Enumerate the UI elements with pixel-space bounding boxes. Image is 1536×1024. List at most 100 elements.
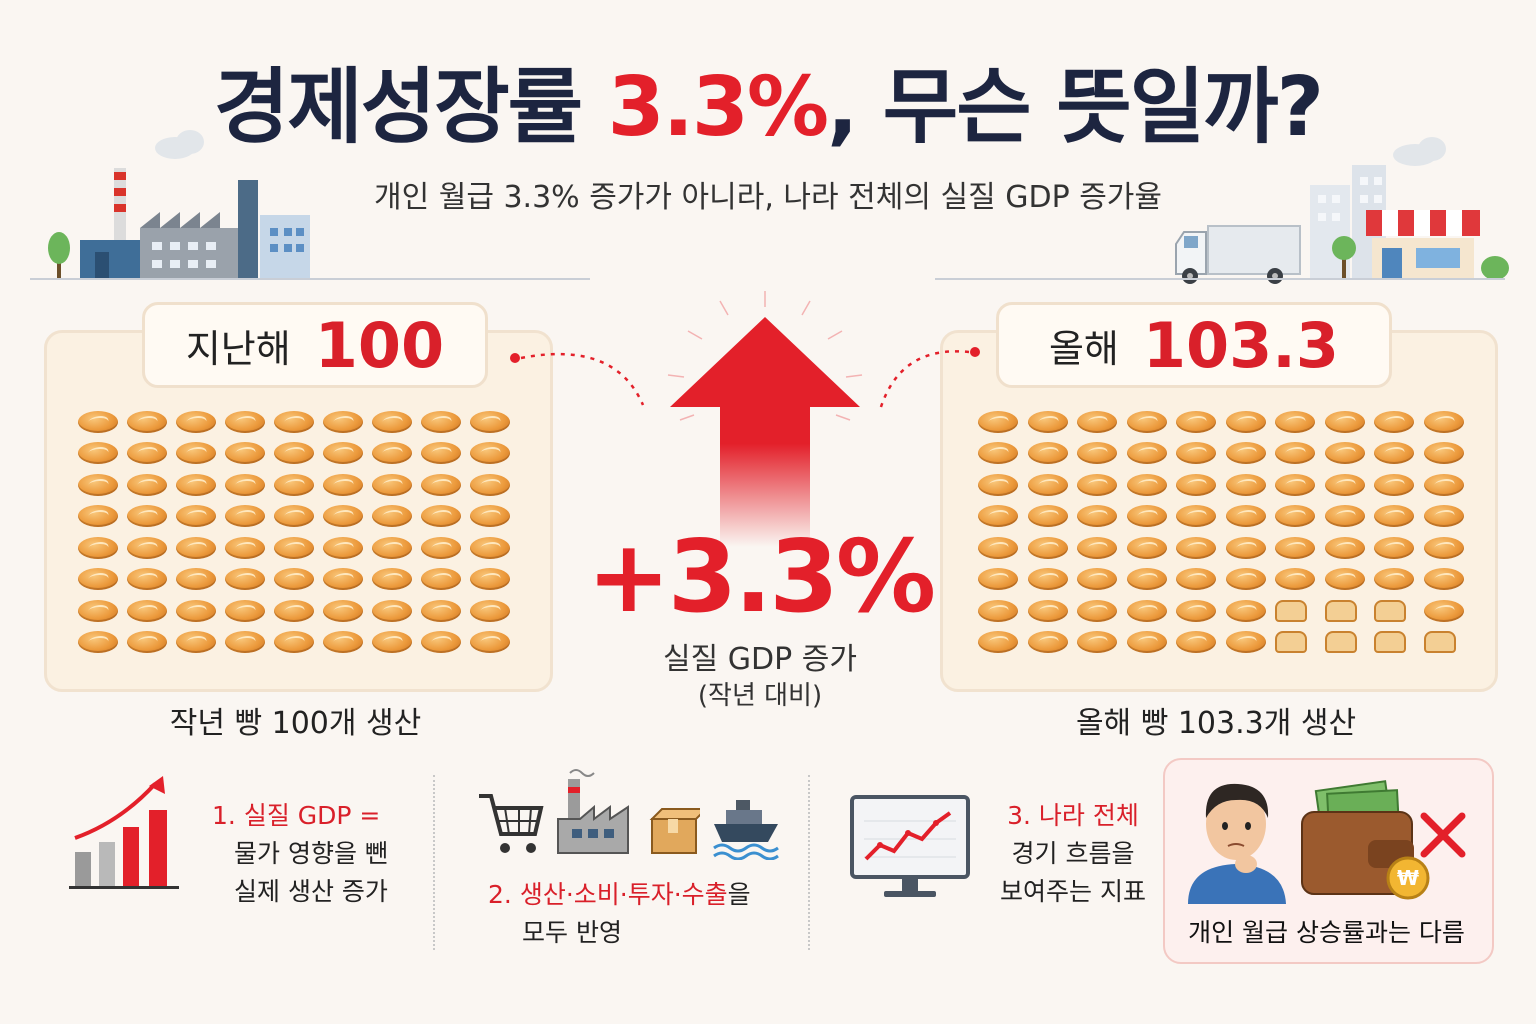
bread-icon [176, 631, 216, 654]
point-2-tail: 을 [727, 880, 751, 909]
bread-icon [1176, 568, 1216, 591]
bread-icon [421, 568, 461, 591]
bread-icon [470, 568, 510, 591]
growth-value: +3.3% [586, 518, 936, 635]
bread-icon [1275, 473, 1315, 496]
bread-icon [421, 599, 461, 622]
bread-icon [372, 505, 412, 528]
divider-1 [433, 775, 435, 950]
bread-icon [225, 442, 265, 465]
bread-icon [1374, 568, 1414, 591]
growth-sub: (작년 대비) [697, 681, 823, 711]
wallet-icon: ₩ [1301, 780, 1430, 900]
bread-icon [470, 442, 510, 465]
bread-icon [470, 473, 510, 496]
bread-icon [1176, 442, 1216, 465]
bread-icon [176, 442, 216, 465]
point-2-text: 2. 생산·소비·투자·수출을 모두 반영 [488, 876, 808, 952]
bread-icon [1176, 536, 1216, 559]
bread-icon [274, 631, 314, 654]
bar-chart-icon [69, 776, 179, 889]
bread-icon [1225, 442, 1266, 465]
ship-icon [713, 800, 779, 860]
bread-icon [1077, 473, 1117, 496]
bread-icon [1374, 442, 1414, 465]
connector-lines [510, 347, 980, 411]
bread-icon [323, 631, 363, 654]
point-1-line-1: 물가 영향을 뺀 [234, 839, 388, 868]
point-2-line-1: 모두 반영 [522, 918, 622, 947]
bread-icon [274, 599, 314, 622]
bread-icon [225, 505, 265, 528]
bread-icon [323, 410, 363, 433]
bread-icon [372, 410, 412, 433]
bread-icon [78, 442, 118, 465]
bread-icon [1275, 505, 1315, 528]
bread-icon [1027, 505, 1068, 528]
bread-icon [1374, 505, 1414, 528]
bread-icon [176, 568, 216, 591]
bread-icon [225, 631, 265, 654]
bread-slice-icon [1423, 631, 1456, 654]
bread-icon [1275, 536, 1315, 559]
bread-icon [1077, 505, 1117, 528]
bread-icon [1374, 410, 1414, 433]
title-rest: , 무슨 뜻일까? [827, 60, 1324, 155]
this-year-label-text: 올해 [1048, 326, 1119, 371]
point-3-num: 3. [1007, 801, 1031, 830]
bread-icon [1077, 631, 1117, 654]
bread-grid-last-year [78, 406, 519, 658]
bread-icon [1176, 410, 1216, 433]
bread-icon [1374, 536, 1414, 559]
bread-icon [1423, 568, 1464, 591]
truck-icon [1175, 225, 1301, 284]
bread-icon [323, 473, 363, 496]
bread-icon [1077, 410, 1117, 433]
tree-icon [48, 232, 70, 279]
bread-icon [1077, 442, 1117, 465]
bread-icon [421, 505, 461, 528]
bread-icon [225, 410, 265, 433]
bread-icon [274, 442, 314, 465]
bread-icon [1126, 442, 1167, 465]
bread-icon [1176, 599, 1216, 622]
bread-icon [1423, 599, 1464, 622]
point-2-head: 생산·소비·투자·수출 [519, 880, 728, 909]
shop-icon [1332, 210, 1509, 280]
bread-slice-icon [1374, 599, 1406, 622]
bread-icon [1225, 599, 1266, 622]
bread-icon [78, 410, 118, 433]
page-title: 경제성장률 3.3%, 무슨 뜻일까? [0, 40, 1536, 159]
bread-icon [1324, 505, 1365, 528]
bread-icon [127, 473, 167, 496]
cloud-icon [155, 130, 204, 159]
bread-slice-icon [1324, 631, 1357, 654]
bread-icon [323, 505, 363, 528]
bread-icon [470, 631, 510, 654]
this-year-value: 103.3 [1142, 308, 1340, 382]
point-2-num: 2. [488, 880, 512, 909]
bread-icon [323, 536, 363, 559]
bread-icon [127, 536, 167, 559]
bread-icon [78, 599, 118, 622]
bread-icon [1077, 599, 1117, 622]
point-3-line-2: 보여주는 지표 [1000, 877, 1146, 906]
bread-icon [1126, 505, 1167, 528]
point-1-text: 1. 실질 GDP = 물가 영향을 뺀 실제 생산 증가 [212, 797, 412, 911]
factory-small-icon [557, 769, 629, 854]
bread-icon [1225, 505, 1266, 528]
last-year-caption: 작년 빵 100개 생산 [169, 706, 422, 741]
bread-icon [1027, 536, 1068, 559]
bread-icon [323, 599, 363, 622]
bread-icon [127, 599, 167, 622]
bread-grid-this-year [978, 406, 1473, 658]
bread-icon [225, 536, 265, 559]
bread-icon [1126, 410, 1167, 433]
bread-icon [127, 410, 167, 433]
bread-icon [78, 631, 118, 654]
page-subtitle: 개인 월급 3.3% 증가가 아니라, 나라 전체의 실질 GDP 증가율 [373, 180, 1162, 215]
box-icon [649, 808, 700, 854]
bread-icon [1324, 536, 1365, 559]
bread-icon [127, 568, 167, 591]
bread-icon [421, 631, 461, 654]
